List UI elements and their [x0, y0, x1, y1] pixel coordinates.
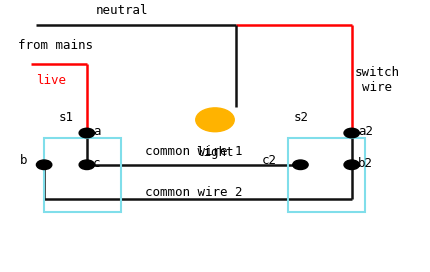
Text: light: light: [196, 146, 234, 159]
Bar: [288, 138, 365, 212]
Text: live: live: [36, 74, 65, 86]
Bar: [44, 138, 121, 212]
Text: c: c: [93, 157, 101, 170]
Circle shape: [344, 128, 359, 138]
Text: s2: s2: [294, 111, 309, 124]
Text: common wire 1: common wire 1: [145, 145, 243, 158]
Text: common wire 2: common wire 2: [145, 186, 243, 199]
Circle shape: [79, 128, 95, 138]
Circle shape: [293, 160, 308, 169]
Circle shape: [196, 108, 234, 132]
Text: switch
wire: switch wire: [355, 66, 400, 94]
Text: b: b: [19, 154, 27, 167]
Text: from mains: from mains: [18, 39, 93, 52]
Text: a: a: [93, 125, 101, 138]
Circle shape: [79, 160, 95, 169]
Text: a2: a2: [358, 125, 373, 138]
Circle shape: [37, 160, 52, 169]
Circle shape: [344, 160, 359, 169]
Text: neutral: neutral: [95, 4, 148, 17]
Text: s1: s1: [59, 111, 74, 124]
Text: b2: b2: [358, 157, 373, 170]
Text: c2: c2: [262, 154, 277, 167]
